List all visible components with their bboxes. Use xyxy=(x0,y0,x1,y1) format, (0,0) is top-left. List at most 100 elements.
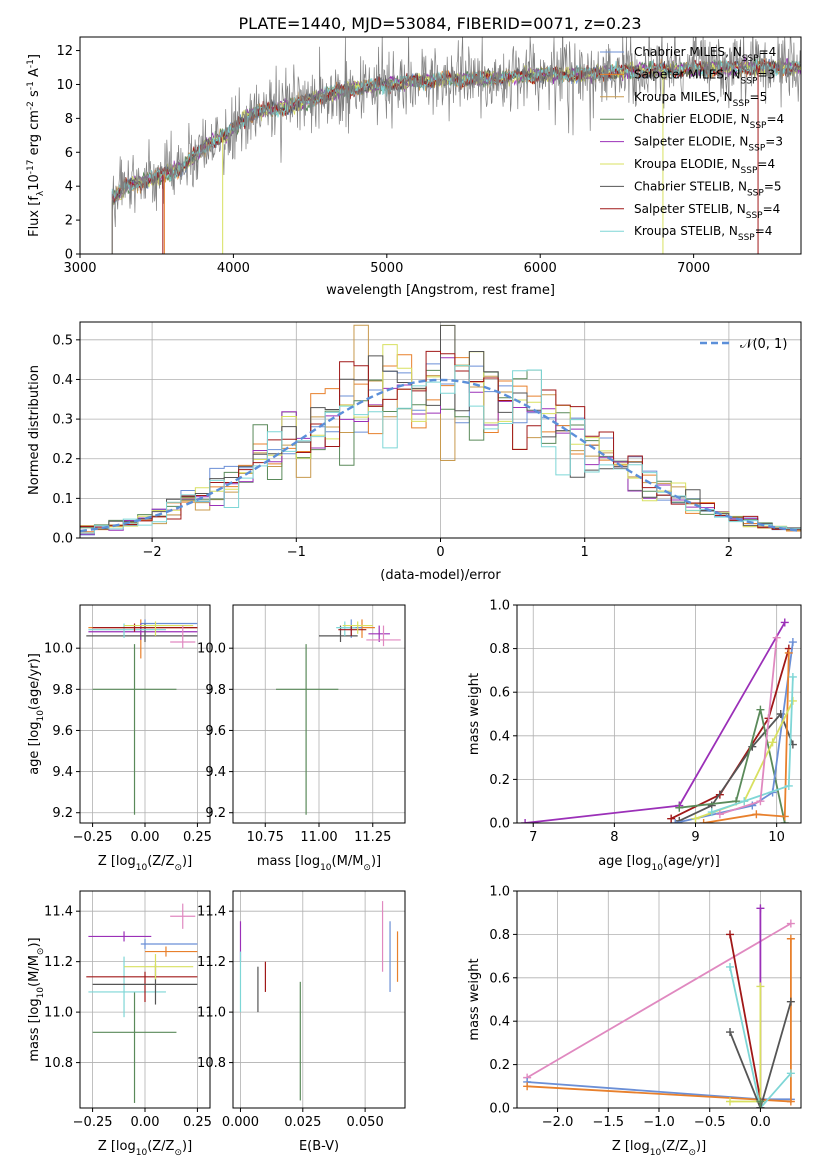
axes-layer: −0.25 0.00 0.25 9.2 9.4 9.6 9.8 10.0 xyxy=(44,604,212,845)
data-layer xyxy=(521,618,797,823)
y-tick-label: 0.1 xyxy=(52,492,73,507)
label-part: -1 xyxy=(26,81,36,90)
label-part: SSP xyxy=(741,76,758,86)
label-part: SSP xyxy=(733,99,750,109)
y-tick-label: 0.2 xyxy=(489,773,510,788)
residual-legend: 𝒩(0, 1) xyxy=(700,337,787,352)
label-part: (M/M xyxy=(332,854,364,869)
series-marker xyxy=(784,781,793,790)
series-marker xyxy=(756,1097,765,1106)
label-part: 10 xyxy=(27,174,42,191)
label-part: mass [log xyxy=(257,854,320,869)
x-tick-label: 0.000 xyxy=(222,1115,259,1130)
series-marker xyxy=(756,797,765,806)
y-tick-label: 0.0 xyxy=(52,532,73,547)
series-marker xyxy=(784,648,793,657)
age-vs-mass-panel: 10.75 11.00 11.25 9.2 9.4 9.6 9.8 10.0 mass [log… xyxy=(197,604,406,873)
plot-area xyxy=(233,891,405,1108)
series-line xyxy=(675,641,794,823)
x-tick-label: 1 xyxy=(581,545,589,560)
y-tick-label: 10.8 xyxy=(44,1056,73,1071)
label-part: =4 xyxy=(759,45,777,59)
y-tick-label: 0.3 xyxy=(52,413,73,428)
label-part: )] xyxy=(371,854,381,869)
y-tick-label: 0.2 xyxy=(52,452,73,467)
plot-area xyxy=(517,605,801,823)
series-marker xyxy=(671,819,680,823)
label-part: SSP xyxy=(748,144,765,154)
label-part: =4 xyxy=(755,224,773,238)
y-tick-label: 9.6 xyxy=(205,724,226,739)
series-marker xyxy=(786,1097,795,1106)
figure-title: PLATE=1440, MJD=53084, FIBERID=0071, z=0… xyxy=(238,14,641,33)
label-part: -2 xyxy=(26,101,36,110)
label-part: s xyxy=(27,90,42,101)
residual-histogram xyxy=(80,365,801,538)
label-part: SSP xyxy=(738,233,755,243)
legend-label: Salpeter STELIB, NSSP=4 xyxy=(634,202,780,221)
x-tick-label: 5000 xyxy=(370,261,403,276)
x-tick-label: 4000 xyxy=(217,261,250,276)
series-marker xyxy=(780,618,789,627)
label-part: Z [log xyxy=(98,854,136,869)
label-part: E(B-V) xyxy=(299,1139,339,1154)
y-tick-label: 10.0 xyxy=(197,642,226,657)
y-tick-label: 0.8 xyxy=(489,642,510,657)
label-part: Salpeter STELIB, N xyxy=(634,202,746,216)
label-part: 10 xyxy=(651,863,663,873)
y-tick-label: 0.6 xyxy=(489,686,510,701)
series-marker xyxy=(756,982,765,991)
y-tick-label: 0.4 xyxy=(489,1015,510,1030)
series-marker xyxy=(521,819,530,823)
y-axis-label: Flux [fλ10-17 erg cm-2 s-1 A-1] xyxy=(26,54,46,237)
x-tick-label: −1.0 xyxy=(643,1115,675,1130)
x-axis-label: (data-model)/error xyxy=(380,568,501,583)
label-part: mass [log xyxy=(27,998,42,1061)
axes-layer: −2.0 −1.5 −1.0 −0.5 0.0 0.0 0.2 0.4 0.6 0.8 1.0 xyxy=(489,885,802,1130)
series-marker xyxy=(691,814,700,823)
label-part: -1 xyxy=(26,59,36,68)
label-part: )] xyxy=(27,937,42,947)
x-tick-label: 11.25 xyxy=(354,830,391,845)
x-tick-label: 7000 xyxy=(677,261,710,276)
x-tick-label: −0.25 xyxy=(73,1115,113,1130)
series-line xyxy=(703,652,790,823)
axes-frame xyxy=(232,890,406,1109)
label-part: Chabrier MILES, N xyxy=(634,45,742,59)
series-marker xyxy=(523,1082,532,1091)
label-part: Kroupa MILES, N xyxy=(634,90,733,104)
label-part: age [log xyxy=(27,722,42,775)
axes-frame xyxy=(516,604,802,824)
y-tick-label: 9.8 xyxy=(205,683,226,698)
label-part: (M/M xyxy=(27,955,42,987)
series-line xyxy=(729,966,792,1108)
legend-label: Chabrier ELODIE, NSSP=4 xyxy=(634,112,784,131)
gaussian-curve xyxy=(80,378,801,533)
y-tick-label: 11.2 xyxy=(197,955,226,970)
series-marker xyxy=(788,672,797,681)
label-part: 10 xyxy=(650,1148,662,1158)
label-part: =3 xyxy=(765,135,783,149)
y-tick-label: 10.8 xyxy=(197,1056,226,1071)
label-part: =3 xyxy=(757,67,775,81)
label-part: λ xyxy=(36,190,46,196)
y-tick-label: 9.4 xyxy=(52,765,73,780)
y-tick-label: 0.6 xyxy=(489,971,510,986)
x-tick-label: 6000 xyxy=(524,261,557,276)
y-tick-label: 11.0 xyxy=(197,1006,226,1021)
y-axis-label: Normed distribution xyxy=(27,365,42,495)
x-tick-label: 0 xyxy=(436,545,444,560)
y-axis-label: mass weight xyxy=(467,673,482,755)
legend-label: Chabrier MILES, NSSP=4 xyxy=(634,45,776,64)
y-tick-label: 1.0 xyxy=(489,885,510,900)
series-marker xyxy=(786,1069,795,1078)
series-line xyxy=(711,676,794,813)
legend-label: 𝒩(0, 1) xyxy=(740,337,787,352)
legend-label: Kroupa ELODIE, NSSP=4 xyxy=(634,157,775,176)
label-part: Chabrier ELODIE, N xyxy=(634,112,750,126)
series-marker xyxy=(772,633,781,642)
label-part: SSP xyxy=(750,121,767,131)
label-part: 10 xyxy=(36,987,46,999)
